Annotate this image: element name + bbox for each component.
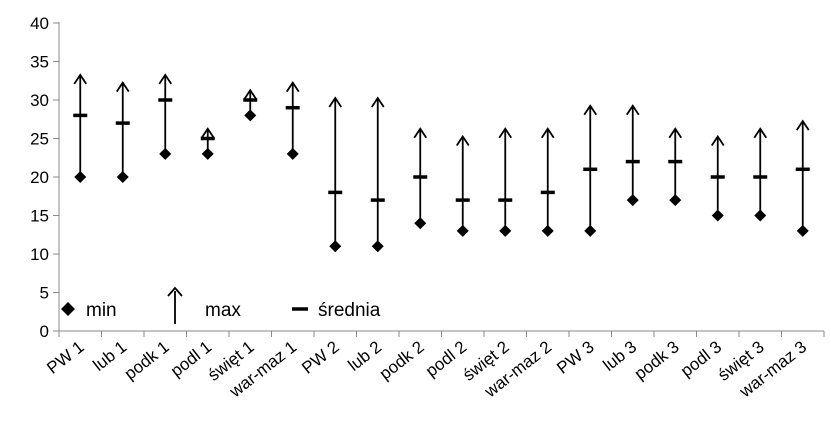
y-tick-label: 30	[30, 91, 49, 110]
x-tick-label: podk 3	[631, 337, 683, 383]
min-marker	[329, 240, 342, 253]
max-arrow	[73, 73, 87, 85]
y-tick-label: 0	[40, 322, 49, 341]
max-arrow	[541, 127, 555, 139]
min-marker	[414, 217, 427, 230]
max-arrow	[668, 127, 682, 139]
max-arrow	[243, 88, 257, 100]
x-tick-label: PW 3	[553, 337, 597, 378]
y-tick-label: 25	[30, 130, 49, 149]
y-tick-label: 40	[30, 14, 49, 33]
legend: min max średnia	[61, 286, 381, 324]
y-ticks: 0 5 10 15 20 25 30 35 40	[30, 14, 59, 341]
min-marker	[669, 194, 682, 207]
x-tick-label: PW 1	[43, 337, 87, 378]
legend-max-marker-head	[167, 286, 183, 297]
max-arrow	[796, 119, 810, 131]
max-arrow	[413, 127, 427, 139]
y-tick-label: 15	[30, 207, 49, 226]
max-arrow	[626, 104, 640, 116]
min-marker	[286, 147, 299, 160]
max-arrow	[286, 80, 300, 93]
min-marker	[626, 194, 639, 207]
min-marker	[371, 240, 384, 253]
axes	[58, 22, 824, 332]
min-marker	[159, 147, 172, 160]
y-tick-label: 35	[30, 53, 49, 72]
min-marker	[796, 224, 809, 237]
min-marker	[499, 224, 512, 237]
max-arrow	[711, 134, 725, 146]
min-marker	[456, 224, 469, 237]
min-marker	[116, 171, 129, 183]
y-tick-label: 5	[40, 284, 49, 303]
legend-min-label: min	[86, 300, 117, 321]
min-marker	[244, 109, 257, 122]
max-arrow	[456, 134, 470, 146]
max-arrow	[116, 80, 130, 93]
max-arrow	[498, 127, 512, 139]
max-arrow	[583, 104, 597, 116]
min-marker	[541, 224, 554, 237]
min-marker	[754, 209, 767, 222]
y-tick-label: 20	[30, 168, 49, 187]
x-tick-label: podk 1	[121, 337, 173, 383]
y-tick-label: 10	[30, 245, 49, 264]
min-marker	[201, 147, 214, 160]
max-arrow	[371, 96, 385, 108]
max-arrow	[201, 127, 215, 139]
legend-max-label: max	[205, 300, 241, 321]
data-marks	[73, 73, 810, 253]
legend-min-marker	[61, 302, 75, 316]
max-arrow	[158, 73, 172, 85]
x-tick-label: PW 2	[298, 337, 342, 378]
legend-mean-label: średnia	[318, 300, 381, 321]
min-marker	[584, 224, 597, 237]
max-arrow	[753, 127, 767, 139]
x-tick-label: podk 2	[376, 337, 428, 383]
min-marker	[74, 171, 87, 183]
min-marker	[711, 209, 724, 222]
max-arrow	[328, 96, 342, 108]
